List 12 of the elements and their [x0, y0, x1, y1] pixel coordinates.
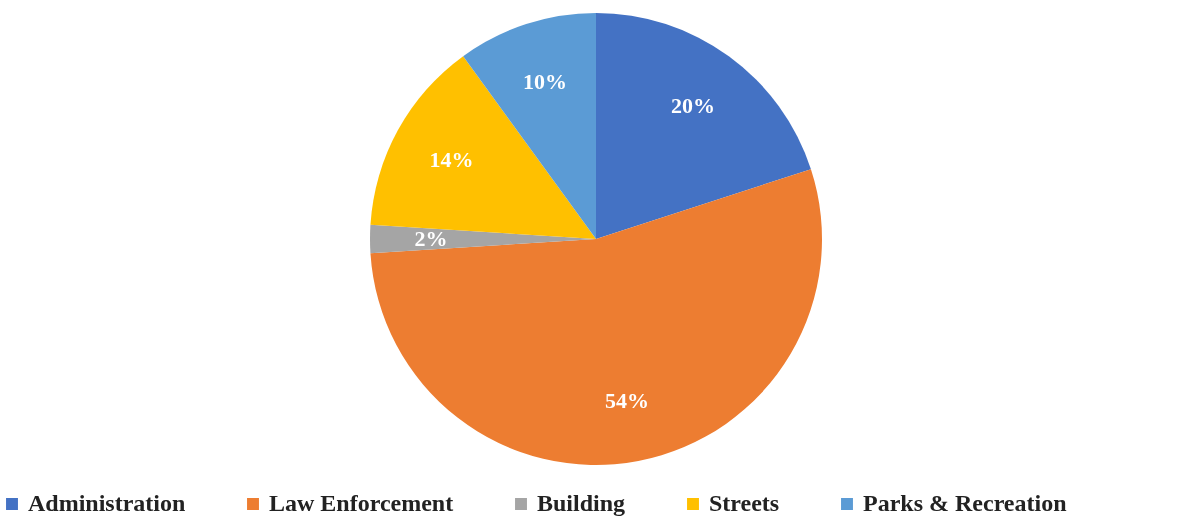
data-label: 2%	[414, 226, 448, 251]
data-label: 54%	[604, 388, 649, 414]
legend-label: Parks & Recreation	[863, 490, 1067, 516]
legend-label: Building	[537, 490, 626, 516]
pie-slice	[370, 169, 822, 465]
pie-slice	[596, 13, 811, 239]
legend-label: Streets	[709, 490, 780, 516]
legend-label: Administration	[28, 490, 186, 516]
data-label: 10%	[523, 69, 568, 95]
legend-label: Law Enforcement	[269, 490, 454, 516]
data-label: 14%	[429, 146, 474, 172]
data-label: 20%	[670, 92, 715, 118]
